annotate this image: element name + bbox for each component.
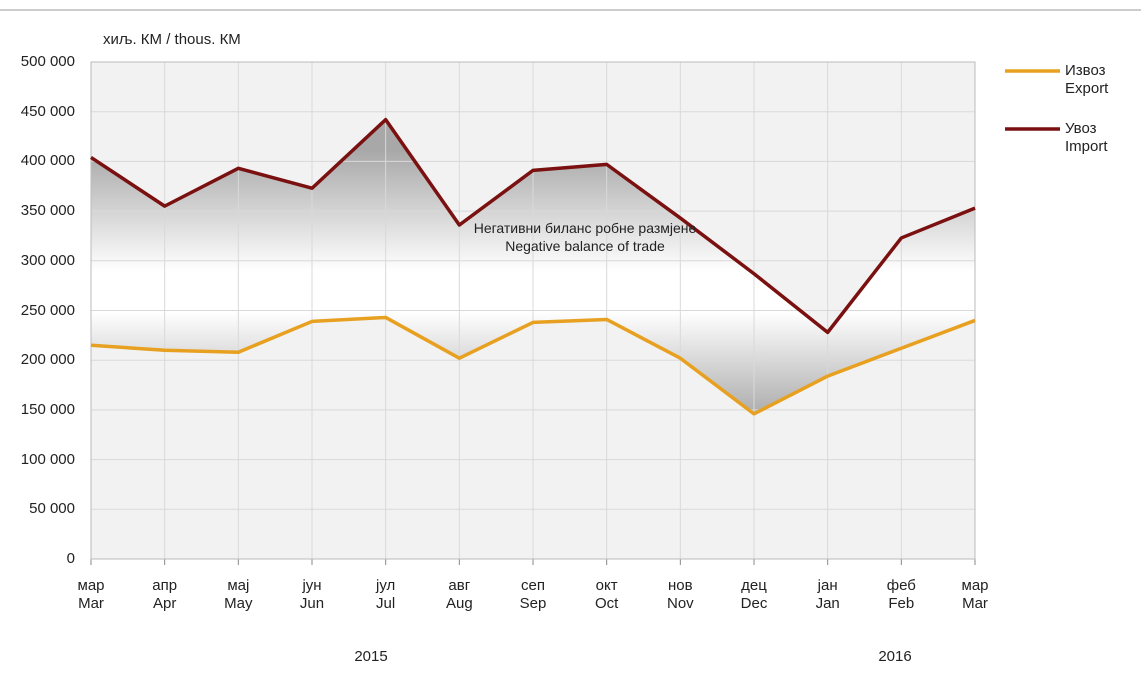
x-tick-label: јул Jul: [376, 577, 396, 612]
year-label: 2016: [878, 648, 912, 665]
legend-label: Увоз Import: [1065, 120, 1108, 155]
x-tick-label: нов Nov: [666, 577, 694, 612]
series-line: [90, 315, 976, 416]
x-tick-label: дец Dec: [740, 577, 768, 612]
year-label: 2015: [354, 648, 388, 665]
y-tick-label: 400 000: [20, 152, 75, 170]
y-tick-label: 450 000: [20, 102, 75, 120]
x-tick-label: феб Feb: [886, 577, 916, 612]
x-tick-label: мар Mar: [961, 577, 989, 612]
y-tick-label: 500 000: [20, 53, 75, 70]
x-tick-label: окт Oct: [594, 577, 619, 612]
x-tick-label: сеп Sep: [519, 577, 547, 612]
x-tick-label: јан Jan: [815, 577, 840, 612]
y-tick-label: 50 000: [29, 500, 75, 518]
y-tick-label: 0: [66, 550, 75, 567]
plot-border: [90, 61, 976, 560]
x-tick-label: јун Jun: [299, 577, 325, 612]
series-line: [90, 117, 976, 335]
annotation: Негативни биланс робне размјене Negative…: [473, 220, 697, 254]
y-tick-label: 350 000: [20, 202, 75, 220]
x-tick-label: апр Apr: [152, 577, 178, 612]
y-tick-label: 200 000: [20, 351, 75, 369]
y-tick-label: 100 000: [20, 450, 75, 468]
legend-label: Извоз Export: [1065, 62, 1109, 97]
x-tick-label: мар Mar: [77, 577, 105, 612]
y-tick-label: 250 000: [20, 301, 75, 319]
x-tick-label: авг Aug: [445, 577, 473, 612]
y-tick-label: 150 000: [20, 400, 75, 418]
x-tick-label: мај May: [224, 577, 253, 612]
y-tick-label: 300 000: [20, 251, 75, 269]
y-axis-label: хиљ. КМ / thous. КМ: [103, 31, 241, 48]
